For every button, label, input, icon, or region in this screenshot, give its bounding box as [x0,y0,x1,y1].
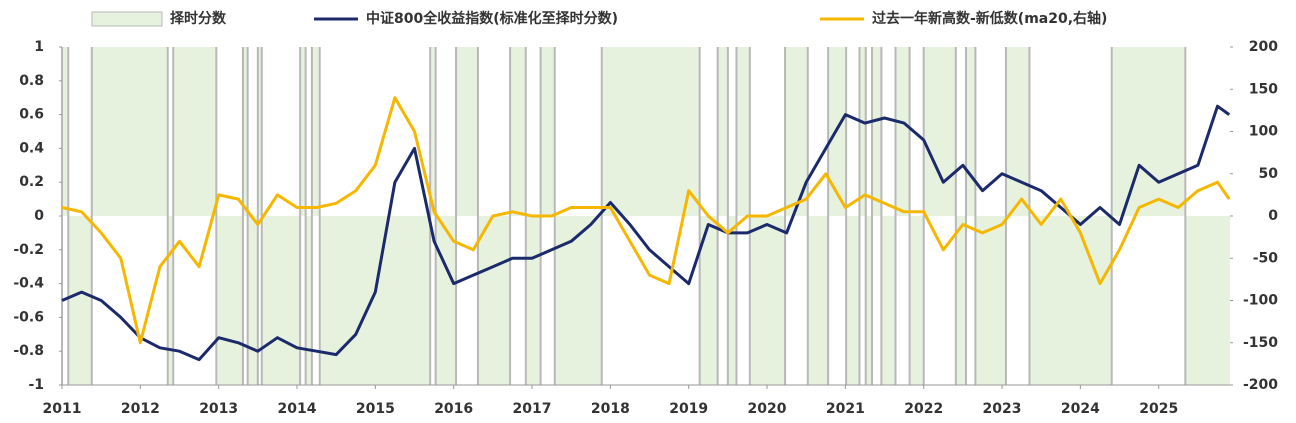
score-area [785,47,808,216]
score-area [923,47,956,216]
y2-tick-label: -100 [1243,293,1278,309]
score-area [859,47,866,216]
score-area [872,47,882,216]
score-area [305,216,312,385]
score-area [1029,216,1112,385]
score-area [68,216,92,385]
y-tick-label: 1 [34,39,44,55]
y2-tick-label: -200 [1243,377,1278,393]
y2-tick-label: 0 [1268,208,1278,224]
y2-tick-label: 200 [1249,39,1278,55]
x-tick-label: 2024 [1061,401,1100,417]
y-tick-label: 0.6 [19,107,44,123]
y-tick-label: -0.4 [13,276,44,292]
score-area [895,47,910,216]
series-line [61,96,1231,345]
y-tick-label: -0.6 [13,309,44,325]
y2-tick-label: -50 [1253,250,1279,266]
y-tick-label: 0.2 [19,174,44,190]
score-area [1005,47,1030,216]
x-tick-label: 2021 [826,401,865,417]
score-area [319,216,431,385]
legend-swatch [91,11,163,27]
score-area [881,216,896,385]
score-area [510,47,526,216]
x-tick-label: 2016 [434,401,473,417]
x-tick-label: 2020 [748,401,787,417]
score-area [525,216,541,385]
x-tick-label: 2023 [983,401,1022,417]
x-tick-label: 2011 [43,401,82,417]
score-area [717,47,728,216]
score-area [62,47,69,216]
score-area [173,47,217,216]
score-area [247,216,258,385]
y-tick-label: -1 [28,377,44,393]
score-area [727,216,737,385]
score-area [807,216,829,385]
score-area [749,216,786,385]
score-area [601,47,700,216]
score-area [975,216,1006,385]
x-tick-label: 2013 [199,401,238,417]
score-area [91,47,168,216]
score-area [456,47,478,216]
x-tick-label: 2012 [121,401,160,417]
score-area [966,47,976,216]
score-area [167,216,174,385]
legend-label: 择时分数 [170,10,227,27]
y2-tick-label: 100 [1249,124,1278,140]
score-area [909,216,924,385]
x-tick-label: 2014 [278,401,317,417]
y-tick-label: 0 [34,208,44,224]
legend-label: 过去一年新高数-新低数(ma20,右轴) [872,10,1107,27]
score-area [311,47,320,216]
y-tick-label: 0.4 [19,140,44,156]
score-area [257,47,262,216]
score-area [477,216,511,385]
score-area [846,216,860,385]
score-area [554,216,602,385]
y2-tick-label: 50 [1259,166,1279,182]
score-area [242,47,248,216]
score-area [300,47,306,216]
x-tick-label: 2018 [591,401,630,417]
score-area [216,216,243,385]
score-area [736,47,750,216]
y-tick-label: -0.8 [13,343,44,359]
y-tick-label: -0.2 [13,242,44,258]
score-area [261,216,301,385]
x-tick-label: 2019 [669,401,708,417]
x-tick-label: 2022 [904,401,943,417]
score-area [1185,216,1230,385]
x-tick-label: 2015 [356,401,395,417]
y2-tick-label: -150 [1243,335,1278,351]
x-tick-label: 2017 [513,401,552,417]
legend-label: 中证800全收益指数(标准化至择时分数) [366,10,618,27]
score-area [540,47,555,216]
score-area [955,216,967,385]
score-area [699,216,718,385]
y-tick-label: 0.8 [19,73,44,89]
score-area [865,216,873,385]
x-tick-label: 2025 [1139,401,1178,417]
score-area [430,47,436,216]
series-line [61,104,1231,362]
y2-tick-label: 150 [1249,81,1278,97]
score-area [1111,47,1186,216]
